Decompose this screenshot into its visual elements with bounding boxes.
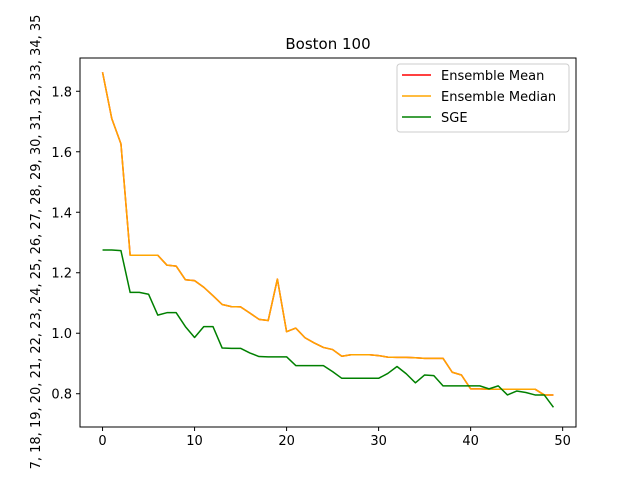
x-tick-label: 0 (98, 434, 106, 449)
series-line-ensemble-median (101, 72, 554, 396)
x-axis: 0 10 20 30 40 50 (98, 427, 571, 449)
series-line-sge (102, 249, 555, 408)
x-tick-label: 10 (186, 434, 203, 449)
x-tick-label: 20 (278, 434, 295, 449)
x-tick-label: 50 (554, 434, 571, 449)
y-tick-label: 1.0 (51, 327, 72, 342)
chart-title: Boston 100 (285, 35, 370, 53)
plot-frame (79, 57, 577, 428)
series-layer (101, 72, 555, 408)
legend-label: SGE (441, 111, 468, 126)
y-axis-label: 7, 18, 19, 20, 21, 22, 23, 24, 25, 26, 2… (29, 15, 44, 470)
legend: Ensemble Mean Ensemble Median SGE (396, 63, 570, 133)
y-tick-label: 1.8 (51, 85, 72, 100)
y-tick-label: 1.6 (51, 146, 72, 161)
legend-label: Ensemble Mean (441, 69, 544, 84)
legend-box (396, 63, 570, 133)
x-tick-label: 30 (370, 434, 387, 449)
y-tick-label: 1.2 (51, 267, 72, 282)
x-tick-label: 40 (462, 434, 479, 449)
y-tick-label: 1.4 (51, 206, 72, 221)
y-tick-label: 0.8 (51, 388, 72, 403)
legend-label: Ensemble Median (441, 90, 556, 105)
y-axis: 0.8 1.0 1.2 1.4 1.6 1.8 (51, 85, 80, 403)
